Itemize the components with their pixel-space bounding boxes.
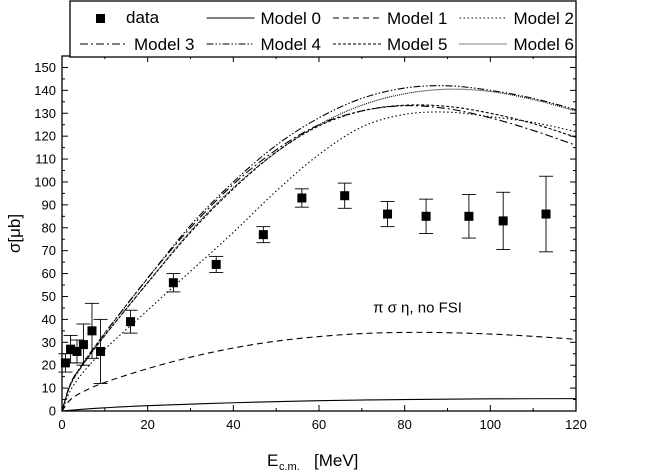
legend-entry: Model 3 (80, 35, 194, 54)
legend-box (69, 0, 577, 58)
model-curves (61, 85, 577, 412)
legend-label: Model 4 (261, 35, 321, 54)
data-point (69, 339, 84, 364)
y-tick-label: 150 (34, 60, 56, 75)
legend-label: Model 3 (134, 35, 194, 54)
x-tick-label: 100 (479, 417, 501, 432)
x-tick-label: 80 (397, 417, 411, 432)
plot-annotation: π σ η, no FSI (373, 300, 462, 317)
y-tick-label: 90 (42, 197, 56, 212)
y-tick-label: 140 (34, 83, 56, 98)
legend-label: data (126, 8, 160, 27)
legend-entry: Model 2 (459, 9, 574, 28)
series-line-model-6 (61, 88, 577, 412)
y-tick-label: 10 (42, 381, 56, 396)
y-tick-label: 80 (42, 220, 56, 235)
y-tick-label: 0 (49, 404, 56, 419)
legend-entry: Model 0 (206, 9, 321, 28)
series-line-model-1 (61, 331, 577, 412)
y-tick-label: 20 (42, 358, 56, 373)
series-line-model-5 (61, 104, 577, 412)
data-marker (66, 344, 76, 354)
y-tick-label: 40 (42, 312, 56, 327)
series-line-model-3 (61, 105, 577, 412)
x-axis-label-main: E (267, 451, 278, 470)
data-point (294, 188, 309, 208)
data-point (419, 198, 434, 234)
data-point (461, 194, 476, 239)
data-marker (211, 259, 221, 269)
x-axis-label-subscript: c.m. (279, 461, 300, 473)
data-marker (340, 191, 350, 201)
y-tick-label: 110 (35, 152, 56, 167)
legend: data Model 0 Model 1 Model 2 Model 3 Model 4 M… (69, 0, 577, 58)
x-tick-label: 60 (312, 417, 326, 432)
data-marker (383, 209, 393, 219)
legend-label: Model 1 (387, 9, 447, 28)
series-line-model-0 (61, 398, 577, 412)
data-points (58, 175, 554, 384)
data-marker (258, 230, 268, 240)
data-point (337, 182, 352, 209)
data-point (256, 226, 271, 244)
series-line-model-4 (61, 85, 577, 412)
y-tick-label: 70 (42, 243, 56, 258)
legend-label: Model 2 (514, 9, 574, 28)
data-point (93, 318, 108, 384)
legend-label: Model 6 (514, 35, 574, 54)
series-line-model-2 (61, 111, 577, 412)
y-tick-label: 50 (42, 289, 56, 304)
y-tick-label: 60 (42, 266, 56, 281)
data-marker (498, 216, 508, 226)
x-axis-label: E c.m. [MeV] (267, 451, 358, 473)
legend-entry: Model 4 (206, 35, 321, 54)
data-marker (464, 211, 474, 221)
legend-entry: data (96, 8, 160, 27)
data-marker (96, 346, 106, 356)
legend-entry: Model 6 (459, 35, 574, 54)
data-point (539, 175, 554, 253)
data-point (123, 309, 138, 334)
y-tick-label: 100 (34, 174, 56, 189)
data-marker (421, 211, 431, 221)
x-tick-label: 40 (226, 417, 240, 432)
data-marker (297, 193, 307, 203)
y-tick-label: 120 (34, 129, 56, 144)
data-point (76, 323, 91, 366)
data-point (84, 302, 99, 359)
legend-label: Model 5 (387, 35, 447, 54)
data-marker (126, 317, 136, 327)
y-tick-label: 30 (42, 335, 56, 350)
y-tick-label: 130 (34, 106, 56, 121)
legend-label: Model 0 (261, 9, 321, 28)
legend-entry: Model 1 (333, 9, 447, 28)
x-tick-label: 120 (565, 417, 587, 432)
data-point (496, 191, 511, 250)
data-marker (168, 278, 178, 288)
x-axis-label-unit: [MeV] (314, 451, 358, 470)
data-marker (78, 340, 88, 350)
tick-labels: 0 20 40 60 80 100 120 0 10 20 30 40 50 60 70 80 90 100 110… (34, 60, 587, 432)
data-point (166, 273, 181, 293)
data-marker (72, 346, 82, 356)
x-tick-label: 0 (58, 417, 65, 432)
legend-marker-square (96, 14, 105, 23)
y-axis-label: σ[μb] (5, 214, 24, 253)
legend-entry: Model 5 (333, 35, 447, 54)
data-point (209, 255, 224, 273)
axis-ticks (61, 55, 577, 412)
data-marker (87, 326, 97, 336)
plot-frame (61, 55, 577, 412)
x-tick-label: 20 (140, 417, 154, 432)
data-point (380, 200, 395, 228)
data-marker (541, 209, 551, 219)
